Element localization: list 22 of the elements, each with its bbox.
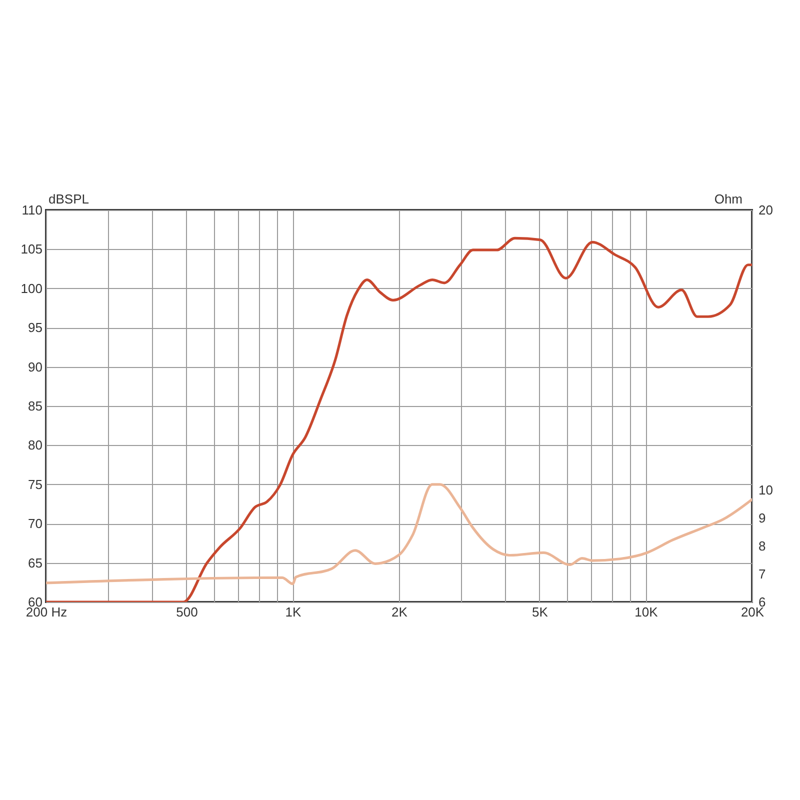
y2-tick-label: 10: [758, 482, 773, 498]
x-tick-label: 10K: [634, 604, 658, 620]
y2-tick-label: 9: [758, 510, 766, 526]
y-tick-label: 110: [22, 202, 42, 218]
y-tick-label: 70: [28, 516, 42, 532]
y-tick-label: 100: [20, 280, 42, 296]
x-tick-label: 500: [176, 604, 198, 620]
y-tick-label: 80: [28, 438, 42, 453]
x-tick-label: 1K: [285, 604, 302, 620]
x-tick-label: 2K: [392, 604, 408, 620]
y-tick-label: 95: [28, 320, 42, 336]
y-tick-label: 85: [28, 398, 42, 414]
y-tick-label: 90: [28, 359, 42, 374]
x-tick-label: 5K: [532, 604, 548, 620]
y-tick-label: 75: [28, 476, 42, 492]
y2-tick-label: 20: [758, 202, 773, 218]
y2-tick-label: 8: [758, 538, 766, 554]
y2-tick-label: 7: [758, 566, 766, 582]
y-tick-label: 105: [20, 242, 42, 257]
y2-axis-title: Ohm: [714, 192, 742, 206]
y-axis-title: dBSPL: [48, 192, 89, 206]
y-tick-label: 65: [28, 555, 42, 570]
